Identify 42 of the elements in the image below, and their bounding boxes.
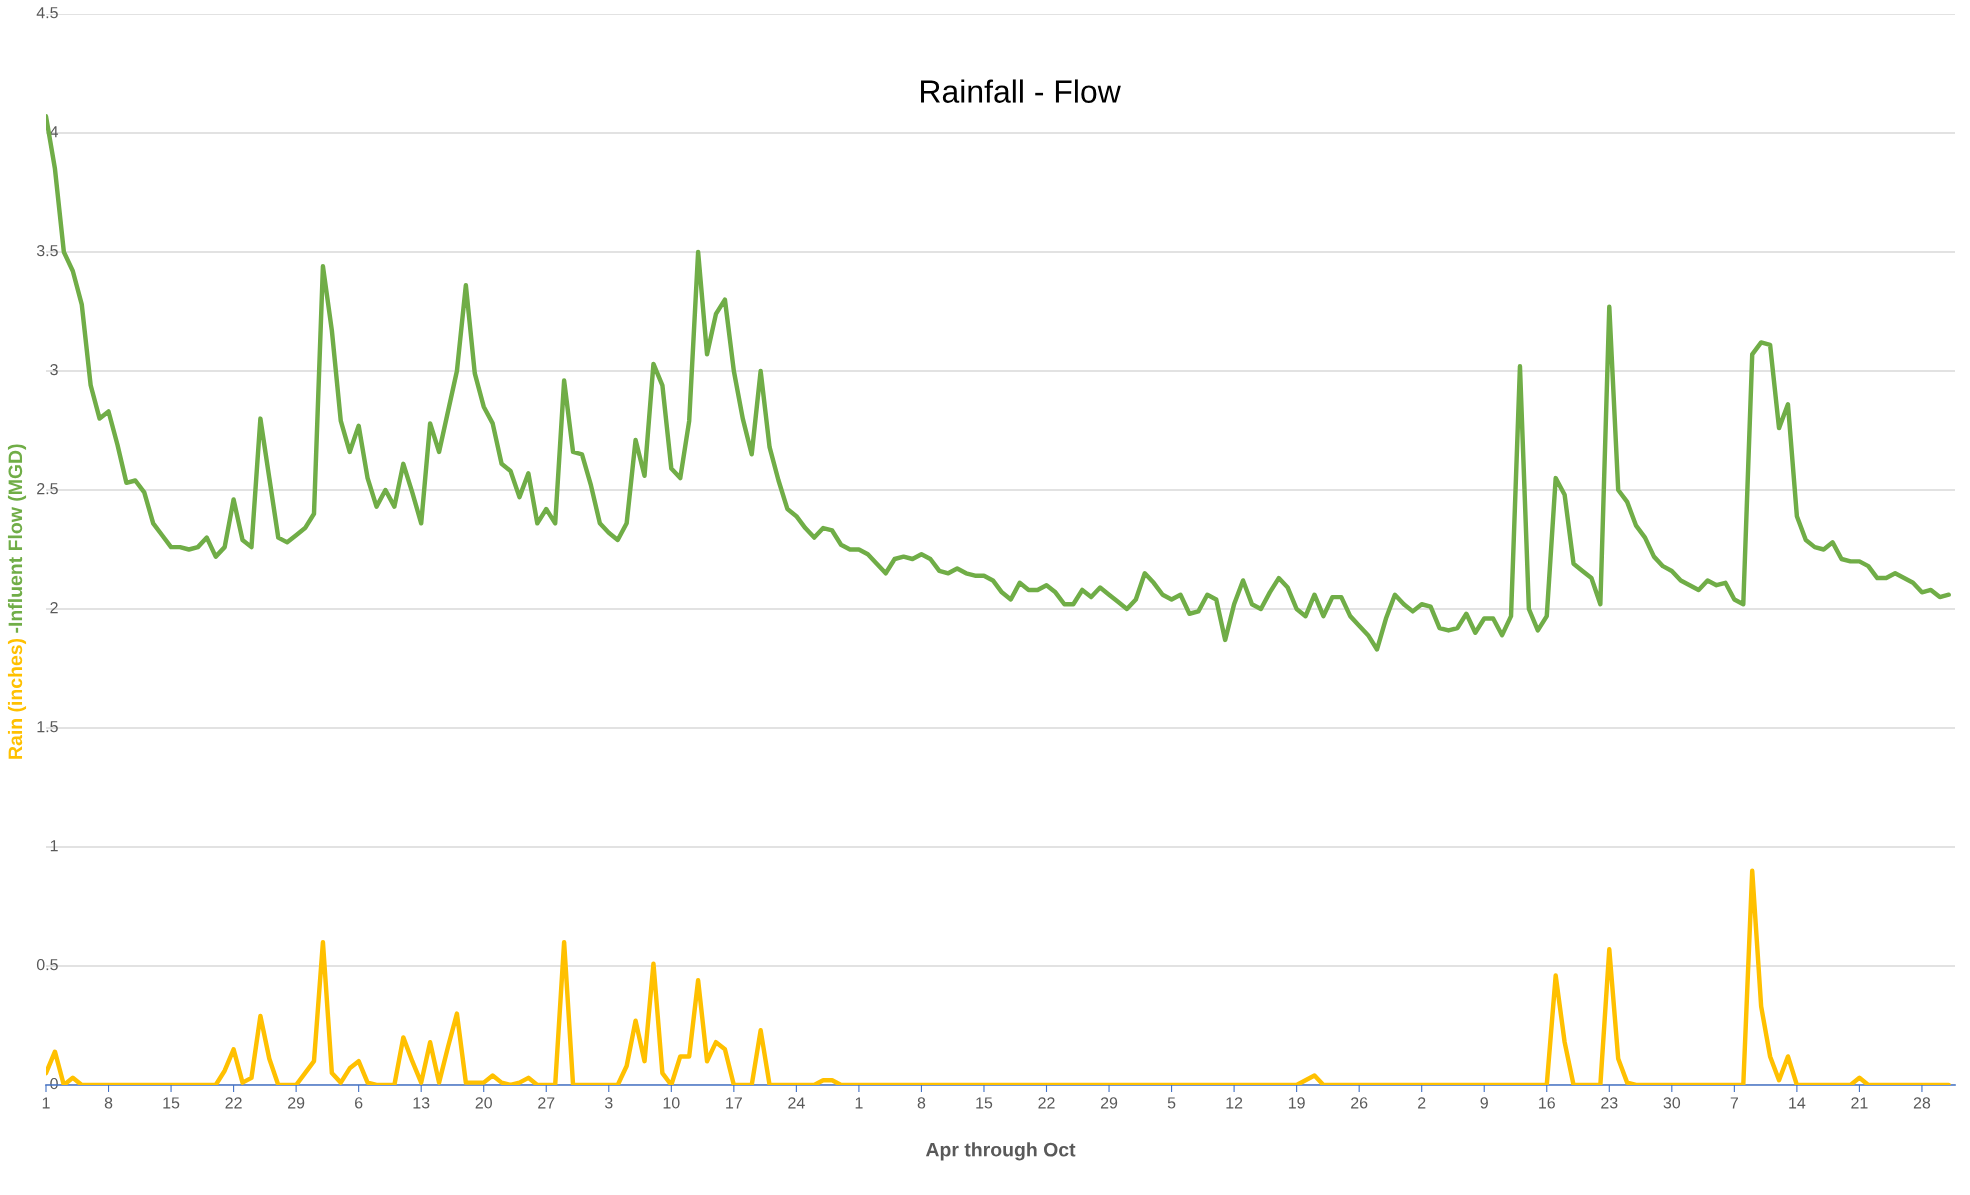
y-tick-label: 3	[50, 363, 58, 376]
y-tick-label: 0.5	[36, 958, 58, 971]
x-tick-label: 12	[1226, 1097, 1243, 1109]
x-tick-label: 7	[1730, 1097, 1738, 1109]
text: Rain (inches)	[7, 638, 27, 759]
x-tick-label: 22	[225, 1097, 242, 1109]
x-tick-label: 17	[726, 1097, 742, 1109]
x-tick-label: 8	[917, 1097, 926, 1109]
x-tick-label: 14	[1789, 1097, 1806, 1109]
y-tick-label: 1.5	[37, 721, 58, 733]
x-tick-label: 19	[1288, 1097, 1305, 1109]
x-tick-label: 15	[976, 1097, 993, 1109]
x-tick-label: 5	[1167, 1097, 1176, 1109]
x-tick-label: 28	[1913, 1097, 1931, 1109]
x-tick-label: 6	[355, 1097, 363, 1109]
x-tick-label: 13	[413, 1097, 430, 1109]
x-tick-label: 26	[1351, 1097, 1368, 1109]
y-tick-label: 4.5	[36, 7, 58, 19]
text: -Influent Flow (MGD)	[7, 444, 27, 633]
x-tick-label: 27	[538, 1097, 555, 1109]
x-tick-label: 20	[475, 1097, 492, 1109]
y-tick-label: 2	[50, 601, 58, 614]
x-tick-label: 30	[1663, 1097, 1681, 1109]
x-tick-label: 9	[1480, 1097, 1488, 1109]
x-tick-label: 22	[1038, 1097, 1055, 1109]
x-tick-label: 2	[1418, 1097, 1426, 1109]
y-tick-label: 1	[50, 840, 58, 852]
x-tick-label: 23	[1601, 1097, 1618, 1109]
x-tick-label: 29	[288, 1097, 305, 1109]
x-tick-label: 1	[855, 1097, 863, 1109]
x-tick-label: 3	[604, 1097, 613, 1109]
x-tick-label: 24	[788, 1097, 805, 1109]
y-tick-label: 3.5	[36, 244, 58, 257]
y-tick-label: 2.5	[37, 482, 58, 495]
x-tick-label: 8	[104, 1097, 113, 1109]
x-tick-label: 15	[163, 1097, 180, 1109]
x-tick-label: 29	[1100, 1097, 1118, 1109]
text: Rainfall - Flow	[921, 79, 1121, 103]
x-tick-label: 21	[1851, 1097, 1868, 1109]
x-tick-label: 16	[1539, 1097, 1555, 1109]
x-tick-label: 10	[663, 1097, 680, 1109]
x-axis-title: Apr through Oct	[925, 1142, 1076, 1161]
